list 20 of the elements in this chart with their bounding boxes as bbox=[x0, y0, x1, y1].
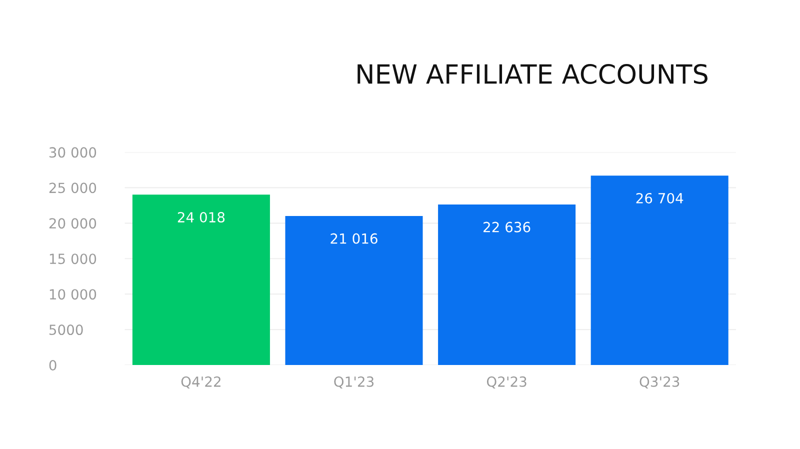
data-label: 21 016 bbox=[330, 233, 378, 244]
y-tick-label: 30 000 bbox=[49, 147, 96, 158]
chart-title: NEW AFFILIATE ACCOUNTS bbox=[358, 64, 708, 84]
x-tick-label: Q4'22 bbox=[181, 376, 220, 388]
data-label: 24 018 bbox=[178, 212, 225, 223]
y-tick-label: 15 000 bbox=[50, 254, 96, 264]
y-tick-label: 10 000 bbox=[50, 289, 96, 300]
x-tick-label: Q3'23 bbox=[640, 376, 680, 388]
bar bbox=[590, 176, 728, 366]
y-tick-label: 5000 bbox=[49, 324, 83, 336]
data-label: 22 636 bbox=[484, 222, 530, 232]
data-label: 26 704 bbox=[636, 192, 684, 204]
bar bbox=[438, 204, 576, 366]
y-tick-label: 25 000 bbox=[49, 182, 96, 194]
x-tick-label: Q2'23 bbox=[486, 376, 526, 388]
x-tick-label: Q1'23 bbox=[334, 376, 374, 388]
y-tick-label: 0 bbox=[49, 360, 56, 371]
bar bbox=[285, 216, 423, 366]
bar bbox=[132, 194, 270, 366]
y-tick-label: 20 000 bbox=[49, 218, 96, 229]
